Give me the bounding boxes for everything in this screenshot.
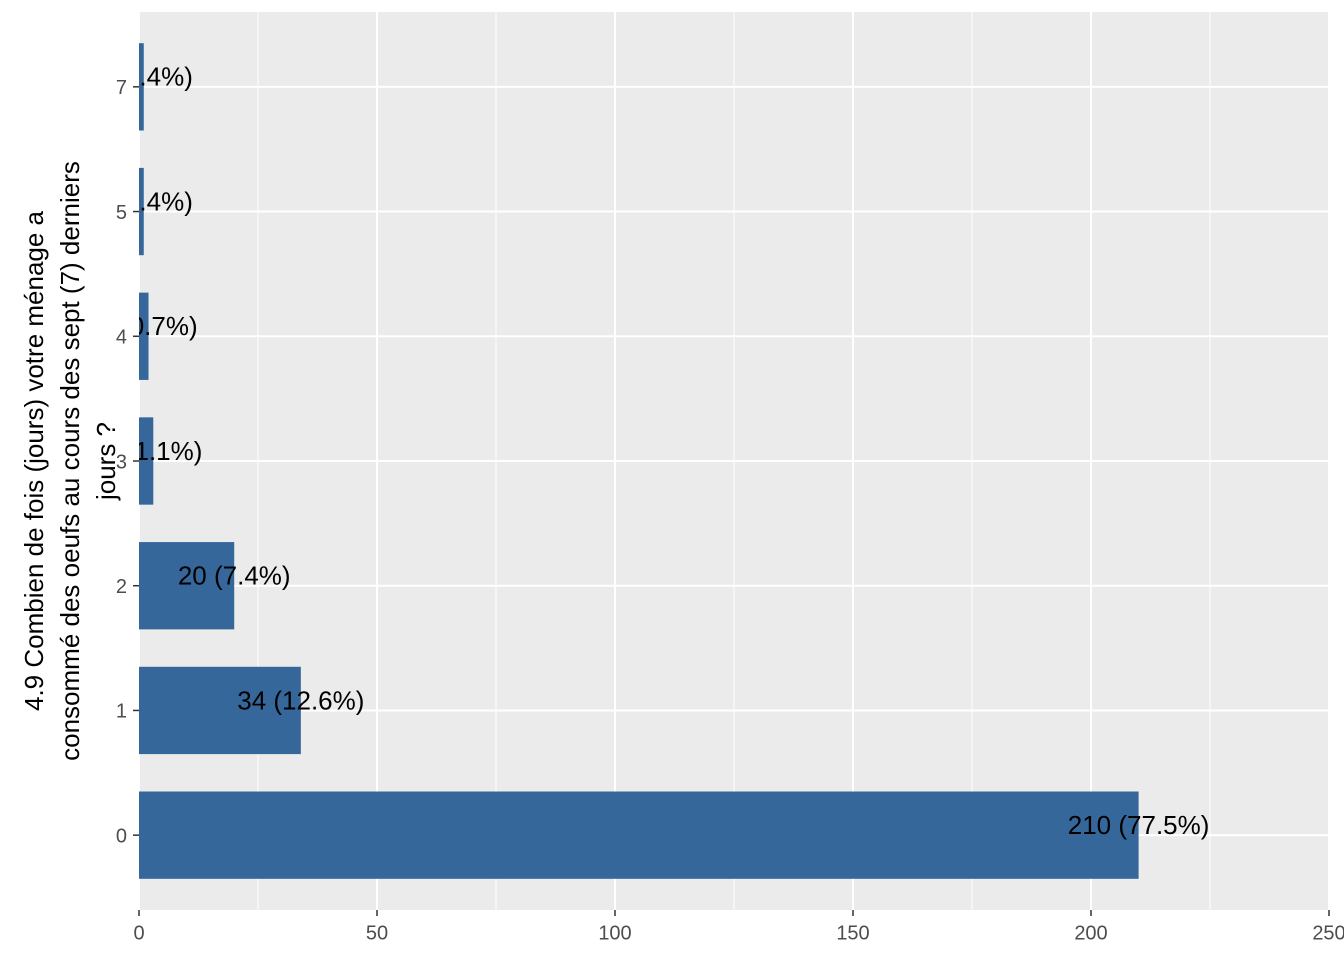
x-tick-label: 200 <box>1074 922 1107 944</box>
value-label: 1 (0.4%) <box>95 62 193 92</box>
bar <box>139 167 144 256</box>
value-label: 34 (12.6%) <box>237 685 364 715</box>
bar <box>139 666 301 755</box>
y-axis-title-line: consommé des oeufs au cours des sept (7)… <box>55 161 85 761</box>
y-tick-label: 0 <box>116 825 127 847</box>
value-label: 1 (0.4%) <box>95 186 193 216</box>
value-label: 3 (1.1%) <box>104 436 202 466</box>
axes: 0 50 100 150 200 250 0 1 2 3 4 5 7 <box>116 77 1344 944</box>
y-tick-label: 7 <box>116 77 127 99</box>
x-tick-label: 100 <box>598 922 631 944</box>
value-label: 2 (0.7%) <box>99 311 197 341</box>
value-label: 20 (7.4%) <box>178 561 291 591</box>
x-tick-label: 150 <box>836 922 869 944</box>
y-axis-title-line: jours ? <box>91 422 121 501</box>
y-tick-label: 5 <box>116 202 127 224</box>
y-axis-title: 4.9 Combien de fois (jours) votre ménage… <box>19 161 121 761</box>
y-tick-label: 1 <box>116 701 127 723</box>
bar <box>139 791 1139 879</box>
x-tick-label: 50 <box>366 922 388 944</box>
bar <box>139 417 154 505</box>
y-tick-label: 4 <box>116 327 127 349</box>
y-tick-label: 2 <box>116 576 127 598</box>
bar <box>139 43 144 131</box>
bars: 210 (77.5%) 34 (12.6%) 20 (7.4%) 3 (1.1%) 2 … <box>95 43 1210 879</box>
bar <box>139 292 149 380</box>
grid <box>138 12 1330 910</box>
x-tick-label: 0 <box>133 922 144 944</box>
y-axis-title-line: 4.9 Combien de fois (jours) votre ménage… <box>19 210 49 711</box>
x-tick-label: 250 <box>1312 922 1344 944</box>
y-tick-label: 3 <box>116 451 127 473</box>
value-label: 210 (77.5%) <box>1068 810 1210 840</box>
bar <box>139 542 235 630</box>
